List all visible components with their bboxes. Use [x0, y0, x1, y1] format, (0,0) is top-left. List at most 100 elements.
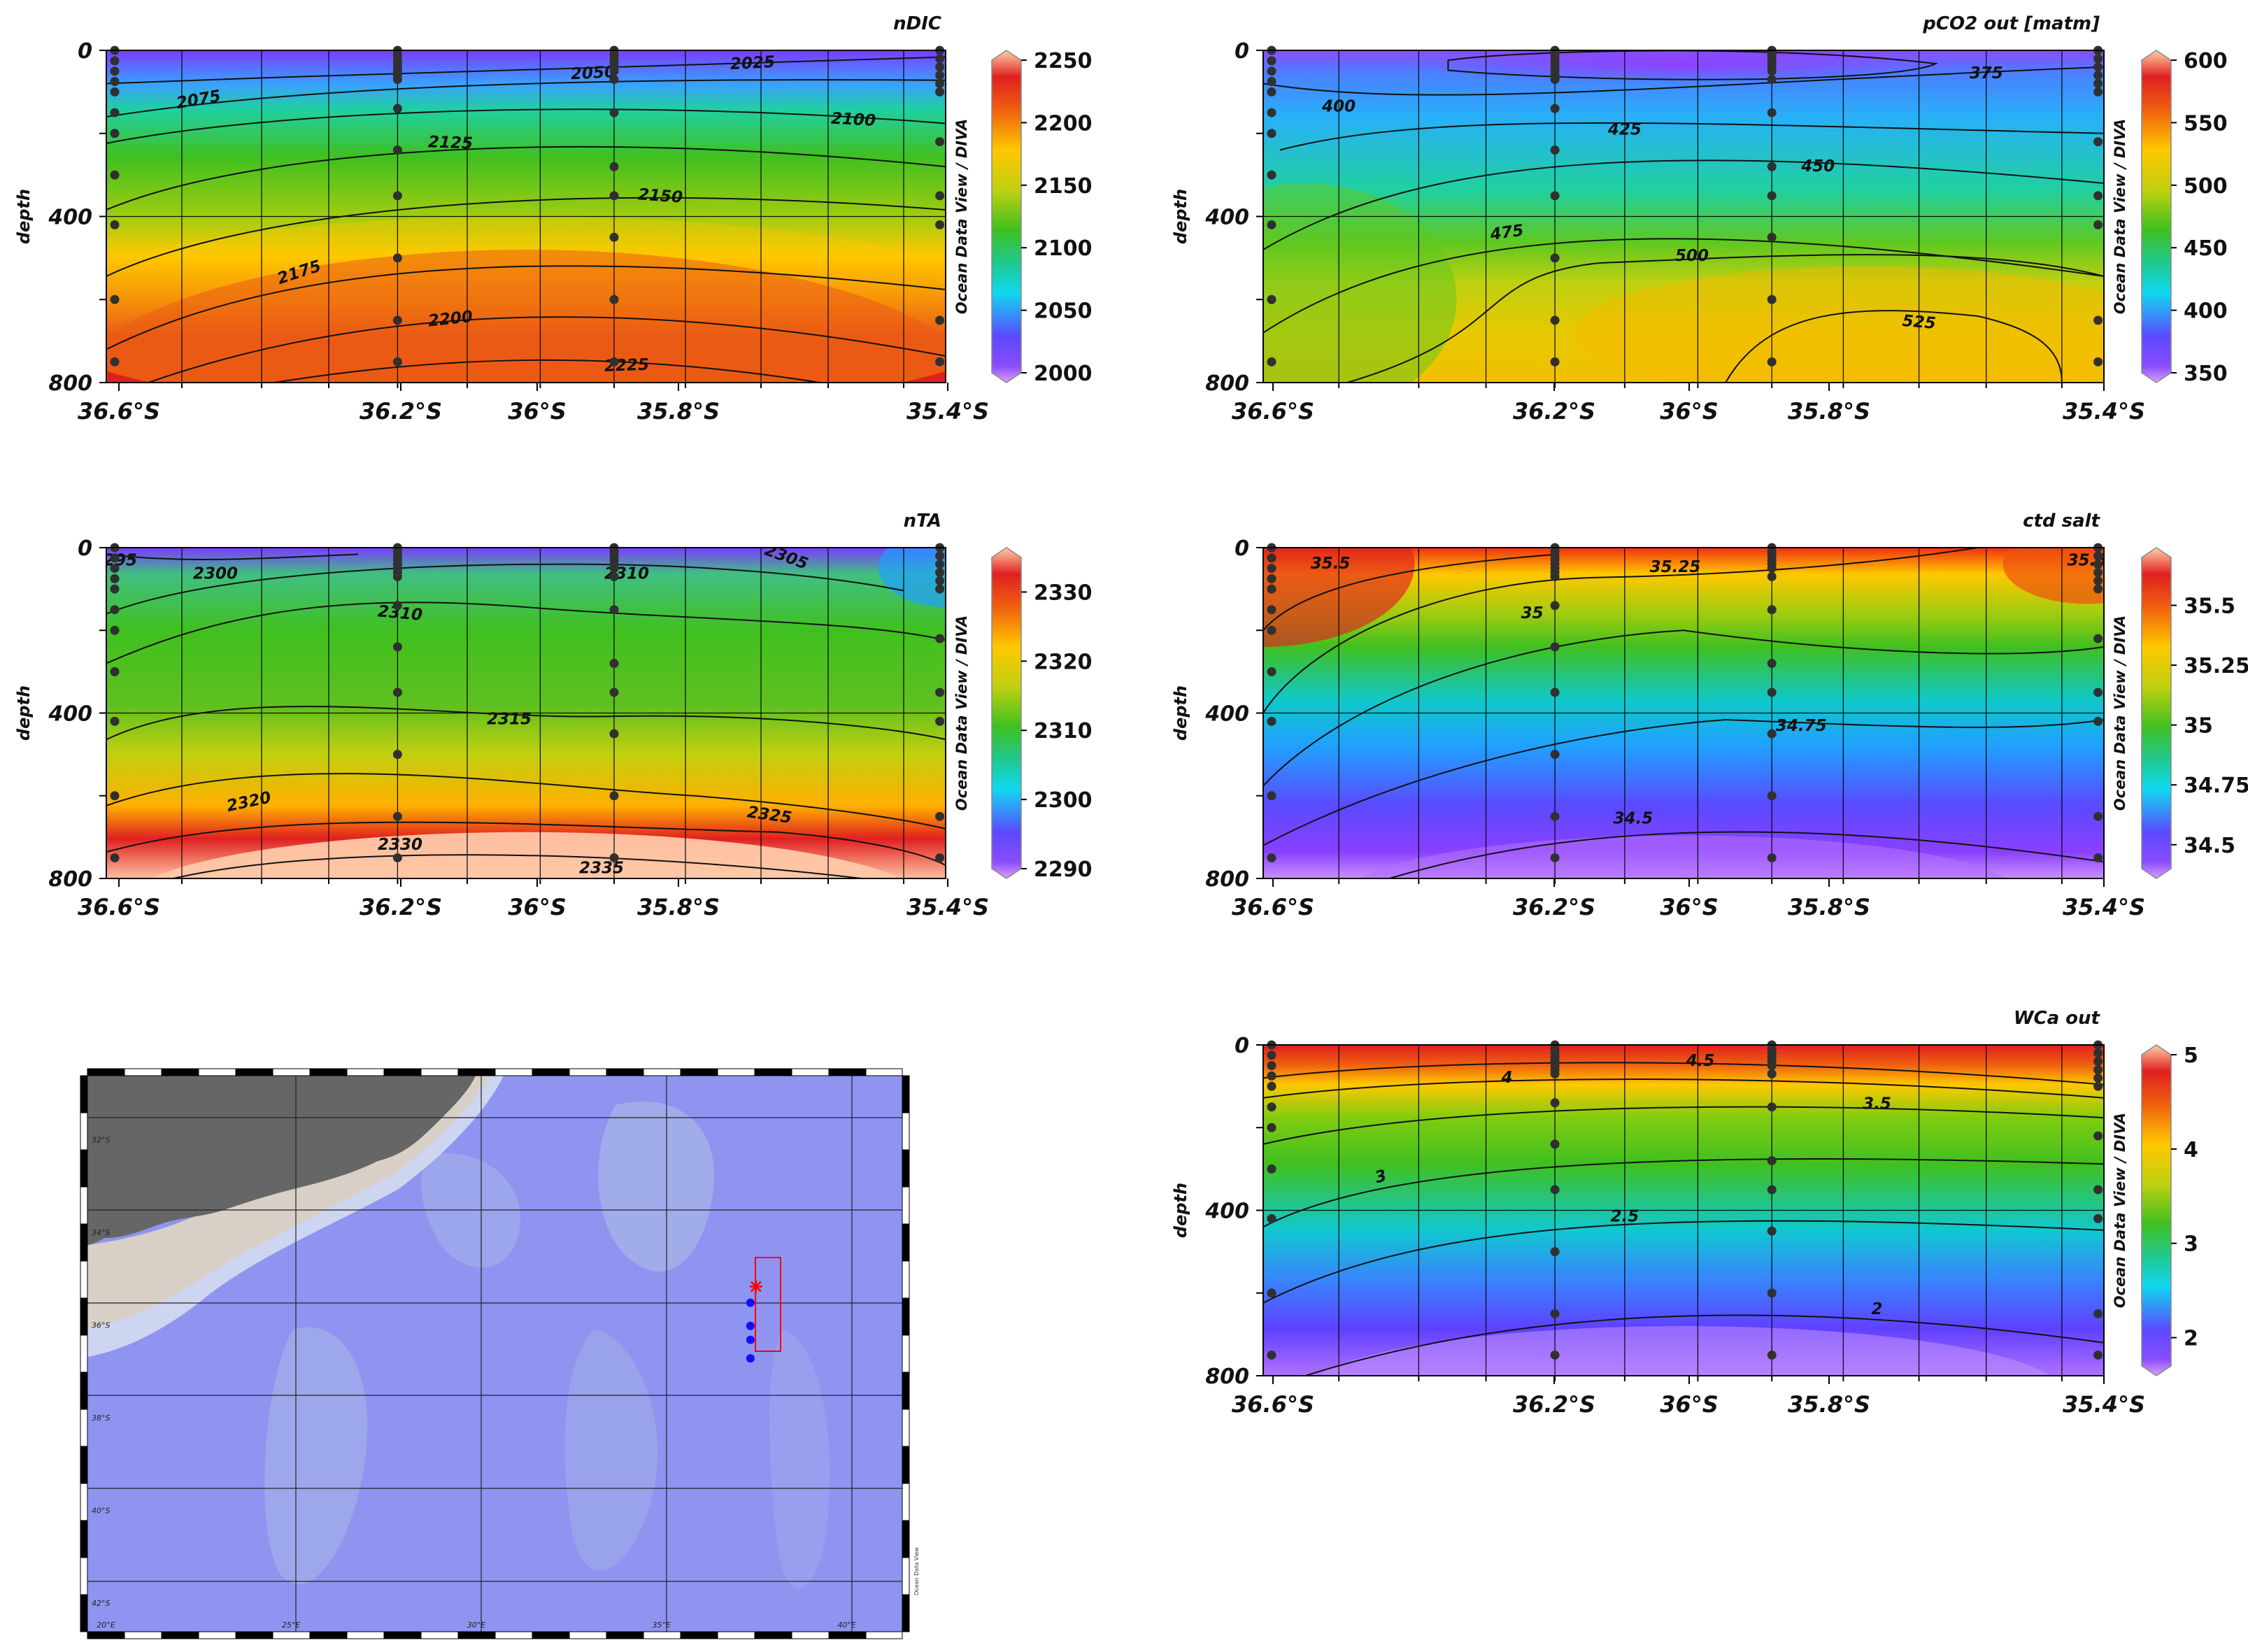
station-sample	[392, 315, 402, 325]
y-tick-label: 400	[48, 702, 92, 727]
frame-segment	[717, 1631, 755, 1639]
panel-nta: 2295230023052310231023152320232523302335…	[14, 511, 1093, 920]
station-sample	[1767, 75, 1777, 85]
x-tick-label: 35.4°S	[2063, 894, 2145, 920]
colorbar-tick-label: 34.5	[2184, 834, 2235, 858]
station-sample	[1267, 553, 1276, 563]
x-tick-label: 36.6°S	[1232, 894, 1314, 920]
frame-segment	[87, 1068, 125, 1076]
colorbar-ramp	[2141, 547, 2172, 879]
station-sample	[110, 853, 120, 862]
map-lat-label: 38°S	[92, 1414, 110, 1423]
frame-segment	[495, 1068, 533, 1076]
frame-segment	[902, 1409, 910, 1447]
station-sample	[1267, 87, 1276, 97]
frame-segment	[828, 1631, 867, 1639]
contour-label: 3	[1373, 1167, 1388, 1187]
colorbar-tick-label: 450	[2184, 236, 2228, 261]
frame-segment	[532, 1631, 570, 1639]
contours-ndic	[106, 56, 946, 383]
x-tick-label: 36.6°S	[78, 398, 160, 425]
map-grid	[87, 1076, 902, 1632]
contour-line	[1304, 1314, 2104, 1376]
station-sample	[2093, 357, 2103, 366]
colorbar-tick-label: 5	[2184, 1044, 2198, 1068]
station-sample	[392, 357, 402, 366]
y-tick-label: 400	[1204, 1199, 1249, 1224]
contour-line	[106, 197, 946, 277]
map-lon-label: 40°E	[837, 1621, 855, 1630]
station-sample	[110, 294, 120, 304]
frame-segment	[80, 1297, 88, 1336]
frame-segment	[80, 1446, 88, 1484]
station-sample	[2093, 584, 2103, 594]
colorbar-wca: 5 4 3 2	[2141, 1044, 2198, 1376]
colorbar-ramp	[991, 50, 1022, 383]
station-sample	[2093, 634, 2103, 643]
frame-segment	[606, 1068, 644, 1076]
colorbar-pco2: 600 550 500 450 400 350	[2141, 49, 2228, 386]
station-sample	[935, 315, 945, 325]
y-tick-label: 800	[48, 371, 92, 396]
y-tick-label: 0	[78, 536, 92, 561]
contour-label: 34.75	[1776, 717, 1827, 735]
frame-segment	[272, 1068, 311, 1076]
station-sample	[1550, 1350, 1560, 1360]
station-sample	[935, 688, 945, 697]
x-tick-label: 35.4°S	[2063, 398, 2145, 425]
contour-line	[1263, 159, 2104, 250]
station-sample	[1550, 145, 1560, 155]
station-sample	[1767, 108, 1777, 118]
station-sample	[935, 220, 945, 229]
station-sample	[1767, 191, 1777, 201]
station-sample	[1267, 1288, 1276, 1298]
frame-segment	[865, 1068, 903, 1076]
colorbar-tick-label: 350	[2184, 362, 2228, 386]
station-sample	[110, 108, 120, 118]
station-sample	[1767, 791, 1777, 801]
frame-segment	[80, 1186, 88, 1225]
contour-label: 375	[1970, 64, 2003, 83]
map-tick-labels: 32°S 34°S 36°S 38°S 40°S 42°S 20°E 25°E 30°E 35°E…	[92, 1135, 856, 1630]
station-sample	[1267, 605, 1276, 615]
station-sample	[1267, 791, 1276, 801]
station-sample	[1550, 853, 1560, 862]
frame-segment	[791, 1631, 830, 1639]
frame-segment	[272, 1631, 311, 1639]
station-sample	[1267, 1213, 1276, 1223]
colorbar-tick-label: 2	[2184, 1327, 2198, 1351]
map-stations	[746, 1280, 762, 1363]
station-sample	[609, 791, 619, 801]
salt-minimum	[1360, 835, 2007, 878]
station-sample	[935, 62, 945, 72]
frame-segment	[80, 1520, 88, 1558]
station-sample	[1767, 232, 1777, 242]
x-tick-label: 36.6°S	[1232, 1391, 1314, 1418]
contours-nta	[106, 553, 946, 878]
pco2-minimum	[1414, 50, 1953, 84]
field-nta: 2295230023052310231023152320232523302335	[106, 548, 946, 878]
contour-line	[1279, 122, 2104, 151]
dic-band	[106, 216, 946, 383]
frame-segment	[309, 1068, 348, 1076]
contour-line	[106, 706, 946, 741]
contour-label: 2100	[830, 110, 876, 130]
station-sample	[1267, 66, 1276, 76]
ticks-wca	[1256, 1044, 2105, 1384]
contour-line	[106, 773, 946, 829]
station-sample	[1550, 191, 1560, 201]
station-sample	[110, 584, 120, 594]
station-sample	[1267, 853, 1276, 862]
station-sample	[935, 560, 945, 569]
colorbar-tick-label: 3	[2184, 1232, 2198, 1257]
station-sample	[1550, 1309, 1560, 1318]
bathymetry-patches	[264, 1102, 830, 1589]
frame-segment	[902, 1297, 910, 1336]
colorbar-tick-label: 2250	[1034, 49, 1093, 73]
frame-segment	[124, 1068, 162, 1076]
station-sample	[2093, 1309, 2103, 1318]
station-sample	[110, 716, 120, 726]
map-lat-label: 42°S	[92, 1599, 110, 1608]
station-sample	[392, 688, 402, 697]
